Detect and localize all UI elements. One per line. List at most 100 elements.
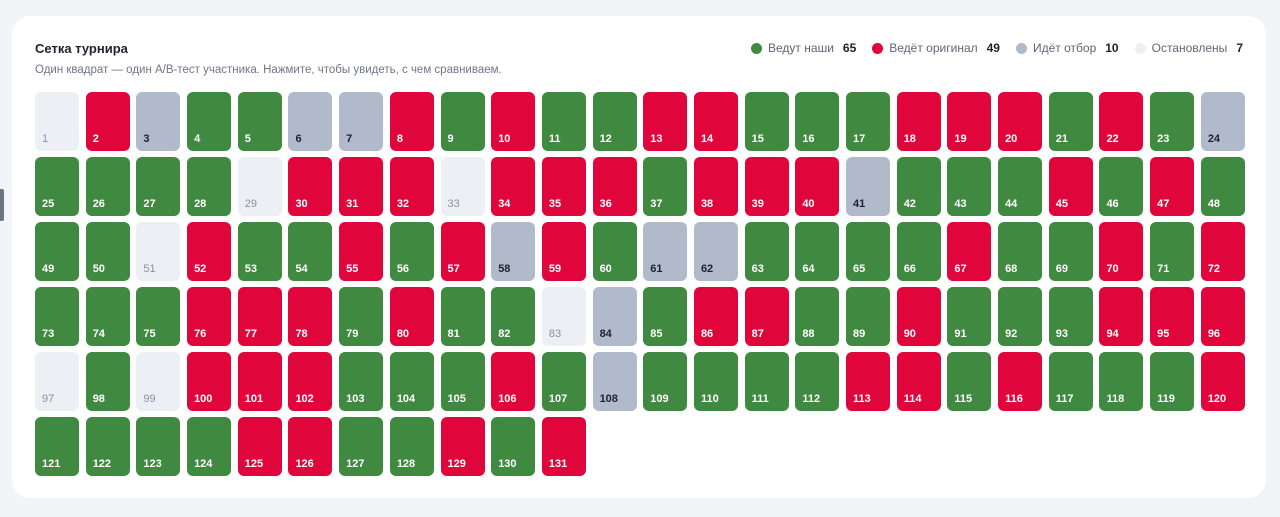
test-tile[interactable]: 16 (795, 92, 840, 151)
test-tile[interactable]: 33 (440, 157, 485, 216)
test-tile[interactable]: 91 (947, 287, 992, 346)
test-tile[interactable]: 45 (1048, 157, 1093, 216)
test-tile[interactable]: 23 (1150, 92, 1195, 151)
test-tile[interactable]: 71 (1150, 222, 1195, 281)
test-tile[interactable]: 42 (896, 157, 941, 216)
test-tile[interactable]: 74 (85, 287, 130, 346)
test-tile[interactable]: 3 (136, 92, 181, 151)
test-tile[interactable]: 103 (339, 352, 384, 411)
test-tile[interactable]: 64 (795, 222, 840, 281)
test-tile[interactable]: 56 (389, 222, 434, 281)
test-tile[interactable]: 96 (1200, 287, 1245, 346)
test-tile[interactable]: 4 (187, 92, 232, 151)
test-tile[interactable]: 112 (795, 352, 840, 411)
test-tile[interactable]: 41 (846, 157, 890, 216)
test-tile[interactable]: 106 (491, 352, 536, 411)
test-tile[interactable]: 97 (35, 352, 79, 411)
test-tile[interactable]: 80 (389, 287, 434, 346)
test-tile[interactable]: 32 (389, 157, 434, 216)
test-tile[interactable]: 88 (795, 287, 840, 346)
test-tile[interactable]: 123 (136, 417, 181, 476)
test-tile[interactable]: 58 (491, 222, 536, 281)
test-tile[interactable]: 52 (187, 222, 232, 281)
test-tile[interactable]: 79 (339, 287, 384, 346)
test-tile[interactable]: 124 (187, 417, 232, 476)
test-tile[interactable]: 55 (339, 222, 384, 281)
test-tile[interactable]: 107 (541, 352, 586, 411)
test-tile[interactable]: 48 (1200, 157, 1245, 216)
test-tile[interactable]: 6 (288, 92, 333, 151)
test-tile[interactable]: 28 (187, 157, 232, 216)
test-tile[interactable]: 43 (947, 157, 992, 216)
test-tile[interactable]: 21 (1048, 92, 1093, 151)
test-tile[interactable]: 20 (998, 92, 1043, 151)
test-tile[interactable]: 131 (541, 417, 586, 476)
test-tile[interactable]: 15 (744, 92, 789, 151)
test-tile[interactable]: 13 (643, 92, 688, 151)
test-tile[interactable]: 60 (592, 222, 637, 281)
test-tile[interactable]: 121 (35, 417, 79, 476)
test-tile[interactable]: 102 (288, 352, 333, 411)
test-tile[interactable]: 30 (288, 157, 333, 216)
test-tile[interactable]: 119 (1150, 352, 1195, 411)
test-tile[interactable]: 57 (440, 222, 485, 281)
test-tile[interactable]: 114 (896, 352, 941, 411)
test-tile[interactable]: 104 (389, 352, 434, 411)
test-tile[interactable]: 27 (136, 157, 181, 216)
test-tile[interactable]: 19 (947, 92, 992, 151)
test-tile[interactable]: 49 (35, 222, 79, 281)
test-tile[interactable]: 77 (237, 287, 282, 346)
test-tile[interactable]: 9 (440, 92, 485, 151)
side-panel-handle[interactable] (0, 189, 4, 221)
test-tile[interactable]: 69 (1048, 222, 1093, 281)
test-tile[interactable]: 17 (846, 92, 890, 151)
test-tile[interactable]: 68 (998, 222, 1043, 281)
test-tile[interactable]: 129 (440, 417, 485, 476)
test-tile[interactable]: 128 (389, 417, 434, 476)
test-tile[interactable]: 26 (85, 157, 130, 216)
test-tile[interactable]: 44 (998, 157, 1043, 216)
test-tile[interactable]: 46 (1099, 157, 1144, 216)
test-tile[interactable]: 35 (541, 157, 586, 216)
test-tile[interactable]: 108 (592, 352, 637, 411)
test-tile[interactable]: 50 (85, 222, 130, 281)
test-tile[interactable]: 98 (85, 352, 130, 411)
test-tile[interactable]: 25 (35, 157, 79, 216)
test-tile[interactable]: 75 (136, 287, 181, 346)
test-tile[interactable]: 89 (846, 287, 890, 346)
test-tile[interactable]: 81 (440, 287, 485, 346)
test-tile[interactable]: 93 (1048, 287, 1093, 346)
test-tile[interactable]: 100 (187, 352, 232, 411)
test-tile[interactable]: 7 (339, 92, 384, 151)
test-tile[interactable]: 125 (237, 417, 282, 476)
test-tile[interactable]: 78 (288, 287, 333, 346)
test-tile[interactable]: 67 (947, 222, 992, 281)
test-tile[interactable]: 122 (85, 417, 130, 476)
test-tile[interactable]: 90 (896, 287, 941, 346)
test-tile[interactable]: 130 (491, 417, 536, 476)
test-tile[interactable]: 115 (947, 352, 992, 411)
test-tile[interactable]: 92 (998, 287, 1043, 346)
test-tile[interactable]: 126 (288, 417, 333, 476)
test-tile[interactable]: 29 (237, 157, 282, 216)
test-tile[interactable]: 127 (339, 417, 384, 476)
test-tile[interactable]: 70 (1099, 222, 1144, 281)
test-tile[interactable]: 72 (1200, 222, 1245, 281)
test-tile[interactable]: 86 (693, 287, 738, 346)
test-tile[interactable]: 36 (592, 157, 637, 216)
test-tile[interactable]: 8 (389, 92, 434, 151)
test-tile[interactable]: 47 (1150, 157, 1195, 216)
test-tile[interactable]: 51 (136, 222, 181, 281)
test-tile[interactable]: 73 (35, 287, 79, 346)
test-tile[interactable]: 37 (643, 157, 688, 216)
test-tile[interactable]: 83 (541, 287, 586, 346)
test-tile[interactable]: 110 (693, 352, 738, 411)
test-tile[interactable]: 18 (896, 92, 941, 151)
test-tile[interactable]: 5 (237, 92, 282, 151)
test-tile[interactable]: 14 (693, 92, 738, 151)
test-tile[interactable]: 61 (643, 222, 688, 281)
test-tile[interactable]: 116 (998, 352, 1043, 411)
test-tile[interactable]: 109 (643, 352, 688, 411)
test-tile[interactable]: 1 (35, 92, 79, 151)
test-tile[interactable]: 82 (491, 287, 536, 346)
